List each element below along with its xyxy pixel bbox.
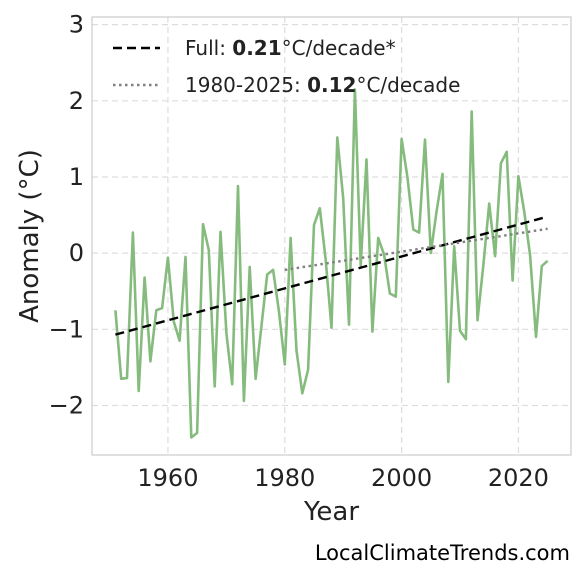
plot-frame bbox=[91, 16, 572, 456]
y-tick-label: 2 bbox=[69, 87, 84, 115]
legend-label-recent: 1980-2025: 0.12°C/decade bbox=[185, 73, 460, 97]
x-axis-label: Year bbox=[303, 497, 359, 527]
anomaly-series bbox=[114, 88, 549, 439]
watermark: LocalClimateTrends.com bbox=[315, 541, 570, 565]
recent-trend-line bbox=[284, 227, 548, 272]
y-tick-label: 3 bbox=[69, 11, 84, 39]
x-tick-label: 2000 bbox=[371, 464, 432, 492]
y-tick-label: −2 bbox=[49, 391, 84, 419]
y-tick-label: −1 bbox=[49, 315, 84, 343]
legend: Full: 0.21°C/decade* 1980-2025: 0.12°C/d… bbox=[113, 36, 460, 97]
full-trend-line bbox=[115, 215, 548, 336]
tick-labels: 1960 1980 2000 2020 3 2 1 0 −1 −2 bbox=[49, 11, 549, 492]
y-axis-label: Anomaly (°C) bbox=[15, 149, 45, 323]
x-tick-label: 1980 bbox=[254, 464, 315, 492]
x-tick-label: 2020 bbox=[488, 464, 549, 492]
y-tick-label: 1 bbox=[69, 163, 84, 191]
legend-label-full: Full: 0.21°C/decade* bbox=[185, 36, 396, 60]
data-series bbox=[114, 88, 549, 439]
x-tick-label: 1960 bbox=[137, 464, 198, 492]
y-tick-label: 0 bbox=[69, 239, 84, 267]
grid bbox=[92, 17, 571, 455]
